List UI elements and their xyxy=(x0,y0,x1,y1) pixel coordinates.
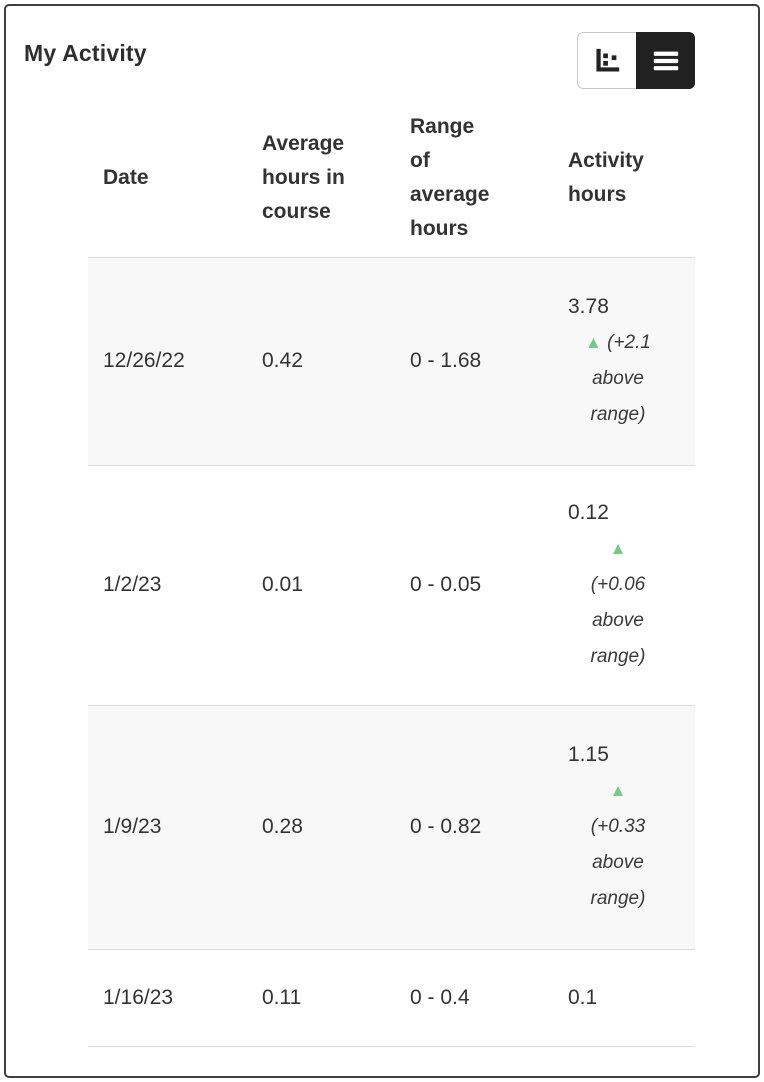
date-cell: 1/2/23 xyxy=(88,465,247,706)
above-range-note: ▲ (+0.06 above range) xyxy=(580,531,656,675)
activity-hours-cell: 0.12 ▲ (+0.06 above range) xyxy=(553,465,695,706)
date-cell: 12/26/22 xyxy=(88,257,247,466)
up-triangle-icon: ▲ xyxy=(585,333,602,352)
activity-hours-cell: 0.1 xyxy=(553,949,695,1047)
scatter-chart-icon xyxy=(592,46,622,76)
range-cell: 0 - 0.05 xyxy=(395,465,553,706)
date-cell: 1/9/23 xyxy=(88,705,247,950)
average-hours-cell: 0.42 xyxy=(247,257,395,466)
table-view-button[interactable] xyxy=(636,32,695,89)
activity-value: 0.12 xyxy=(568,501,609,524)
chart-view-button[interactable] xyxy=(577,32,636,89)
column-header-average-hours: Average hours in course xyxy=(247,99,395,258)
page-title: My Activity xyxy=(24,40,147,66)
average-hours-cell: 0.01 xyxy=(247,465,395,706)
activity-value: 3.78 xyxy=(568,295,609,318)
activity-value: 0.1 xyxy=(568,985,598,1009)
table-row: 1/2/23 0.01 0 - 0.05 0.12 ▲ (+0.06 above ran… xyxy=(88,465,695,706)
above-range-note: ▲ (+2.1 above range) xyxy=(580,325,656,433)
column-header-range: Range of average hours xyxy=(395,99,553,258)
list-icon xyxy=(651,46,681,76)
table-row: 1/16/23 0.11 0 - 0.4 0.1 xyxy=(88,949,695,1047)
up-triangle-icon: ▲ xyxy=(609,539,627,558)
column-header-date: Date xyxy=(88,99,247,258)
activity-table-body: 12/26/22 0.42 0 - 1.68 3.78 ▲ (+2.1 above ra… xyxy=(88,257,695,1047)
range-cell: 0 - 1.68 xyxy=(395,257,553,466)
note-text: (+0.06 above range) xyxy=(590,574,646,667)
date-cell: 1/16/23 xyxy=(88,949,247,1047)
activity-value: 1.15 xyxy=(568,743,609,766)
note-text: (+0.33 above range) xyxy=(590,816,646,909)
header-row: Date Average hours in course Range of av… xyxy=(88,99,695,258)
panel-header: My Activity xyxy=(6,6,758,89)
activity-table: Date Average hours in course Range of av… xyxy=(88,99,695,1047)
column-header-activity-hours: Activity hours xyxy=(553,99,695,258)
my-activity-panel: My Activity xyxy=(4,4,760,1078)
up-triangle-icon: ▲ xyxy=(609,781,627,800)
table-row: 1/9/23 0.28 0 - 0.82 1.15 ▲ (+0.33 above ran… xyxy=(88,705,695,950)
average-hours-cell: 0.11 xyxy=(247,949,395,1047)
range-cell: 0 - 0.4 xyxy=(395,949,553,1047)
range-cell: 0 - 0.82 xyxy=(395,705,553,950)
view-toggle xyxy=(577,32,695,89)
activity-hours-cell: 1.15 ▲ (+0.33 above range) xyxy=(553,705,695,950)
table-row: 12/26/22 0.42 0 - 1.68 3.78 ▲ (+2.1 above ra… xyxy=(88,257,695,466)
note-text: (+2.1 above range) xyxy=(590,332,651,425)
activity-hours-cell: 3.78 ▲ (+2.1 above range) xyxy=(553,257,695,466)
above-range-note: ▲ (+0.33 above range) xyxy=(580,773,656,917)
average-hours-cell: 0.28 xyxy=(247,705,395,950)
